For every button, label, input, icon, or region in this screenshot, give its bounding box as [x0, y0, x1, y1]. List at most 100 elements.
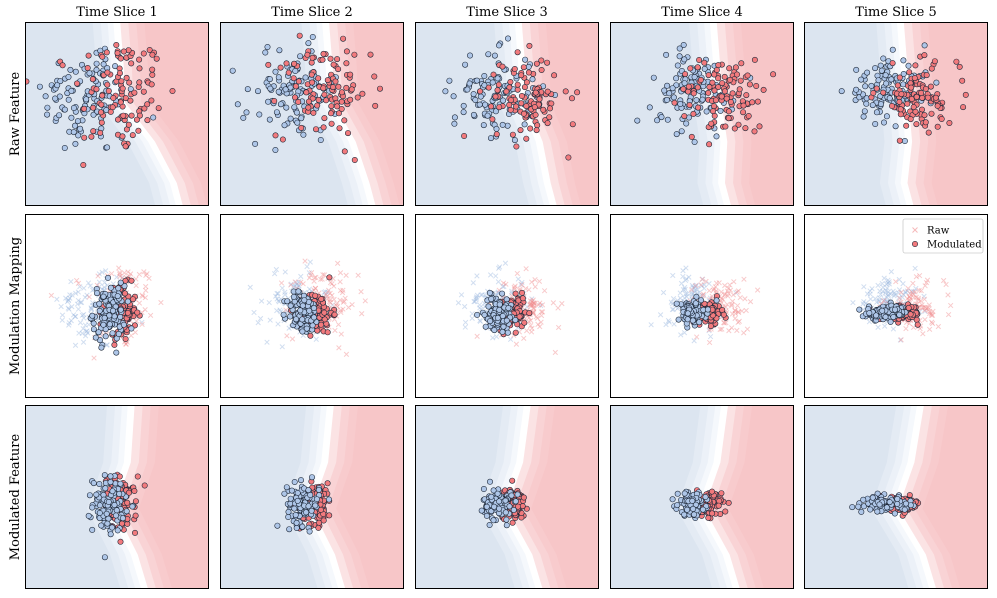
raw-point-class-1	[289, 336, 296, 342]
raw-point-class-1	[916, 272, 923, 279]
panel-frame	[804, 214, 988, 398]
raw-point-class-1	[340, 306, 346, 312]
modulated-point-class-0	[486, 521, 493, 528]
raw-point-class-0	[96, 271, 102, 277]
point-class-1	[90, 128, 97, 135]
point-class-0	[878, 67, 885, 74]
column-title-1: Time Slice 1	[76, 5, 158, 20]
point-class-1	[685, 88, 692, 95]
raw-point-class-1	[925, 305, 931, 311]
modulated-point-class-0	[891, 306, 898, 313]
point-class-1	[551, 72, 558, 79]
region-class-1	[728, 405, 794, 589]
point-class-1	[896, 98, 903, 105]
point-class-0	[888, 76, 895, 83]
raw-point-class-1	[140, 293, 146, 299]
raw-point-class-1	[905, 285, 911, 292]
raw-point-class-0	[699, 283, 705, 289]
raw-point-class-1	[292, 279, 298, 285]
point-class-1	[359, 90, 366, 97]
raw-point-class-0	[696, 289, 703, 296]
raw-point-class-0	[671, 321, 677, 327]
point-class-1	[89, 76, 96, 83]
modulated-point-class-0	[109, 488, 116, 495]
point-class-1	[488, 103, 495, 110]
raw-point-class-0	[482, 292, 489, 298]
raw-point-class-0	[860, 301, 866, 307]
raw-point-class-0	[59, 317, 65, 323]
point-class-1	[897, 111, 904, 118]
point-class-0	[264, 43, 271, 50]
point-class-1	[532, 111, 539, 118]
point-class-0	[267, 85, 274, 92]
modulated-point-class-0	[503, 317, 510, 324]
modulated-point-class-1	[132, 498, 139, 505]
raw-point-class-0	[77, 320, 84, 326]
point-class-0	[272, 147, 279, 154]
modulated-point-class-0	[124, 298, 131, 305]
raw-point-class-1	[521, 335, 527, 341]
point-class-0	[44, 104, 51, 111]
legend-label-modulated: Modulated	[927, 240, 982, 251]
point-class-0	[681, 80, 688, 87]
raw-point-class-0	[102, 268, 109, 274]
point-class-1	[309, 54, 316, 61]
point-class-0	[480, 122, 487, 129]
raw-point-class-0	[258, 298, 265, 304]
raw-point-class-0	[883, 294, 889, 300]
raw-point-class-1	[158, 299, 164, 306]
raw-point-class-0	[294, 281, 300, 288]
point-class-1	[290, 75, 297, 82]
raw-point-class-1	[142, 307, 148, 313]
raw-point-class-1	[535, 321, 541, 328]
raw-point-class-0	[85, 330, 91, 336]
modulated-point-class-0	[89, 504, 96, 511]
raw-point-class-1	[555, 305, 561, 311]
point-class-0	[446, 77, 453, 84]
raw-point-class-1	[703, 278, 709, 285]
point-class-1	[688, 133, 695, 140]
raw-point-class-0	[77, 299, 84, 306]
raw-point-class-1	[321, 272, 328, 278]
raw-point-class-0	[101, 279, 108, 286]
raw-point-class-1	[147, 312, 154, 319]
modulated-point-class-0	[305, 503, 312, 510]
point-class-1	[144, 117, 151, 124]
modulated-point-class-0	[508, 492, 515, 499]
modulated-point-class-1	[521, 319, 528, 326]
modulated-point-class-1	[705, 514, 712, 521]
point-class-1	[737, 77, 744, 84]
raw-point-class-0	[282, 292, 288, 298]
raw-point-class-0	[879, 280, 885, 287]
modulated-point-class-0	[487, 318, 494, 325]
plot-area	[610, 405, 794, 589]
raw-point-class-1	[288, 282, 294, 288]
raw-point-class-1	[527, 298, 534, 304]
raw-point-class-1	[734, 302, 741, 309]
raw-point-class-1	[141, 269, 147, 275]
point-class-0	[872, 121, 879, 128]
point-class-1	[461, 133, 468, 140]
raw-point-class-0	[689, 293, 695, 299]
point-class-1	[376, 85, 383, 92]
raw-point-class-1	[133, 282, 139, 289]
modulated-point-class-1	[514, 503, 521, 510]
point-class-1	[122, 143, 129, 150]
modulated-point-class-1	[914, 321, 921, 328]
modulated-point-class-0	[129, 503, 136, 510]
modulated-point-class-0	[690, 505, 697, 512]
raw-point-class-1	[923, 279, 930, 286]
point-class-1	[896, 74, 903, 81]
point-class-1	[520, 64, 527, 71]
raw-point-class-1	[326, 299, 333, 305]
raw-point-class-0	[885, 293, 892, 299]
modulated-point-class-0	[512, 316, 519, 323]
panel-frame	[220, 22, 404, 206]
raw-point-class-1	[719, 326, 725, 332]
point-class-0	[470, 91, 477, 98]
point-class-0	[67, 66, 74, 73]
point-class-1	[509, 131, 516, 138]
raw-point-class-0	[885, 277, 891, 283]
raw-point-class-1	[500, 280, 507, 286]
panel-r3-c4	[610, 405, 794, 589]
